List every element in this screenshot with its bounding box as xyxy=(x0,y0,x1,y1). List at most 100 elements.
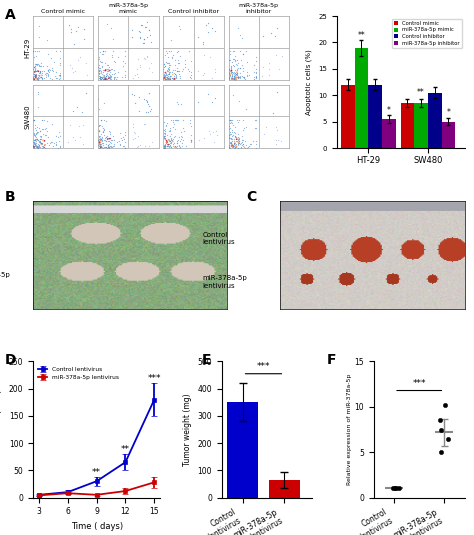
Point xyxy=(166,136,174,145)
Point xyxy=(234,71,241,80)
Point xyxy=(98,62,106,71)
Point xyxy=(262,123,270,132)
Point xyxy=(55,71,63,80)
Point xyxy=(95,132,102,140)
Point xyxy=(267,28,274,37)
Point xyxy=(49,138,56,147)
Point xyxy=(97,73,105,81)
Point xyxy=(34,73,42,82)
Point xyxy=(228,130,235,139)
Point xyxy=(273,126,281,134)
Point xyxy=(36,132,44,140)
Point xyxy=(227,133,234,142)
Point xyxy=(34,47,41,55)
Point xyxy=(165,73,173,82)
Point xyxy=(392,483,400,492)
Point xyxy=(163,138,170,147)
Point xyxy=(119,133,127,141)
Point xyxy=(228,71,236,79)
Point xyxy=(97,136,104,144)
Point xyxy=(228,135,235,143)
Point xyxy=(230,140,238,149)
Point xyxy=(33,129,40,137)
Point xyxy=(52,132,60,140)
Point xyxy=(33,75,41,83)
Point xyxy=(269,109,277,117)
Point xyxy=(231,139,238,148)
Point xyxy=(228,142,236,151)
Point xyxy=(239,50,247,58)
Point xyxy=(110,142,118,150)
Point xyxy=(95,63,102,72)
Point xyxy=(169,66,177,74)
Point xyxy=(106,75,113,83)
Point xyxy=(31,141,39,150)
Point xyxy=(29,137,37,146)
Point xyxy=(71,136,79,144)
Point xyxy=(95,55,103,64)
Point xyxy=(56,47,64,55)
Point xyxy=(234,144,242,152)
Point xyxy=(36,72,43,80)
Point xyxy=(230,70,238,79)
Point xyxy=(31,130,38,139)
Point xyxy=(43,139,50,147)
Point xyxy=(225,73,233,81)
Point xyxy=(177,135,185,143)
Point xyxy=(229,60,237,69)
Point xyxy=(55,136,63,145)
Text: **: ** xyxy=(92,468,101,477)
Point xyxy=(227,71,234,79)
Point xyxy=(80,34,88,43)
Point xyxy=(128,33,136,41)
Point xyxy=(167,135,174,144)
Point xyxy=(175,133,183,141)
Point xyxy=(164,140,172,148)
Point xyxy=(160,144,167,152)
Point xyxy=(38,139,46,147)
Title: Control mimic: Control mimic xyxy=(41,9,85,14)
Point xyxy=(164,64,172,72)
Point xyxy=(182,142,190,150)
Point xyxy=(95,72,102,81)
Point xyxy=(97,67,105,75)
Point xyxy=(230,73,237,81)
Point xyxy=(31,47,38,55)
Point xyxy=(106,73,113,82)
Point xyxy=(37,134,45,143)
Point xyxy=(36,22,43,30)
Point xyxy=(107,72,114,80)
Point xyxy=(167,129,175,138)
Point xyxy=(105,143,113,152)
Point xyxy=(229,131,237,139)
Point xyxy=(56,59,64,67)
Point xyxy=(50,66,57,75)
Point xyxy=(141,35,148,44)
Point xyxy=(162,143,169,152)
Point xyxy=(119,142,127,150)
Point xyxy=(141,22,149,31)
Point xyxy=(95,138,103,147)
Point xyxy=(45,141,53,149)
Point xyxy=(173,139,181,147)
Point xyxy=(242,47,249,55)
Point xyxy=(96,143,104,151)
Point xyxy=(56,70,64,79)
Point xyxy=(34,135,42,144)
Point xyxy=(31,132,38,140)
Point xyxy=(170,68,178,77)
Point xyxy=(69,67,76,76)
Point xyxy=(39,61,47,70)
Point xyxy=(171,70,178,79)
Point xyxy=(99,70,106,79)
Point xyxy=(97,142,105,150)
Point xyxy=(39,130,47,139)
Point xyxy=(174,100,182,108)
Point xyxy=(167,135,174,144)
Point xyxy=(171,56,179,65)
Point xyxy=(35,59,42,68)
Point xyxy=(137,63,144,71)
Point xyxy=(116,140,124,149)
Point xyxy=(31,121,39,129)
Point xyxy=(34,67,41,75)
